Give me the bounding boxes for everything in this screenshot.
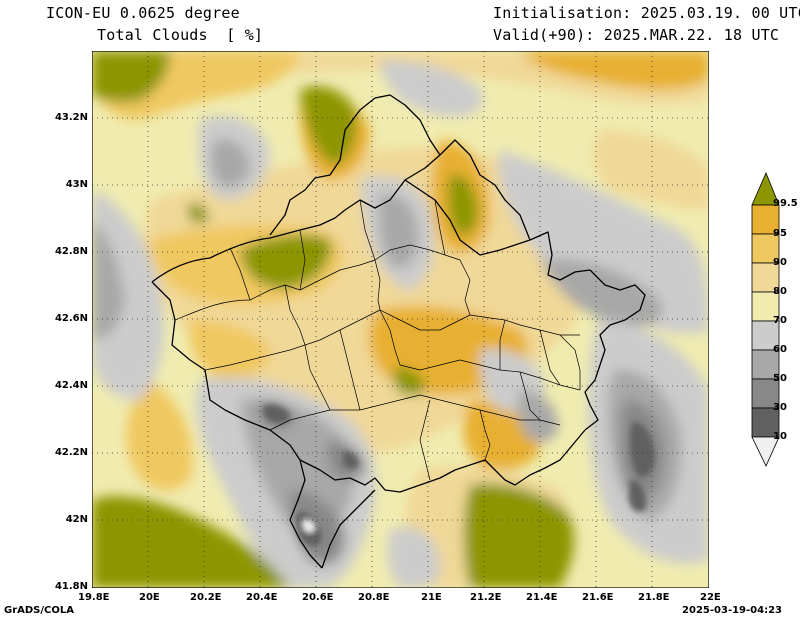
colorbar-label: 30 [773,402,787,413]
lon-tick: 22E [700,592,721,603]
lon-tick: 21.8E [638,592,670,603]
lat-tick: 42.4N [54,380,88,391]
lat-tick: 43.2N [54,112,88,123]
colorbar-bottom-arrow [751,436,780,467]
init-time: Initialisation: 2025.03.19. 00 UTC [493,4,800,22]
district-borders [174,199,581,481]
colorbar-label: 80 [773,286,787,297]
colorbar-label: 99.5 [773,198,798,209]
lon-tick: 21E [421,592,442,603]
lon-tick: 20.4E [246,592,278,603]
lat-tick: 42.2N [54,447,88,458]
lon-tick: 19.8E [78,592,110,603]
lon-tick: 20.8E [358,592,390,603]
colorbar [751,171,780,467]
lat-tick: 42N [65,514,88,525]
colorbar-label: 70 [773,315,787,326]
footer-software: GrADS/COLA [4,605,74,616]
footer-timestamp: 2025-03-19-04:23 [682,605,782,616]
field-title: Total Clouds [ %] [97,26,264,44]
lat-tick: 42.8N [54,246,88,257]
lon-tick: 20.6E [302,592,334,603]
colorbar-label: 90 [773,257,787,268]
lat-tick: 42.6N [54,313,88,324]
colorbar-label: 10 [773,431,787,442]
colorbar-label: 50 [773,373,787,384]
colorbar-label: 95 [773,228,787,239]
valid-time: Valid(+90): 2025.MAR.22. 18 UTC [493,26,780,44]
lon-tick: 20.2E [190,592,222,603]
lat-tick: 41.8N [54,581,88,592]
lat-tick: 43N [65,179,88,190]
lon-tick: 21.4E [526,592,558,603]
lon-tick: 20E [139,592,160,603]
model-title: ICON-EU 0.0625 degree [46,4,240,22]
cloud-field [92,51,709,588]
lon-tick: 21.2E [470,592,502,603]
lon-tick: 21.6E [582,592,614,603]
colorbar-label: 60 [773,344,787,355]
